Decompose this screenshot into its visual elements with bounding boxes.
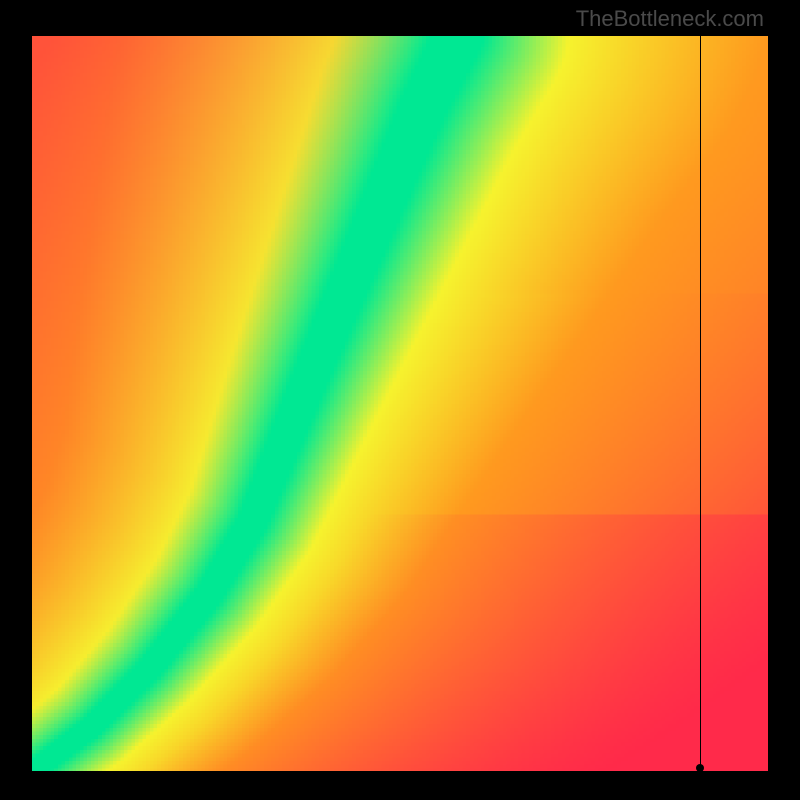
watermark-text: TheBottleneck.com: [576, 6, 764, 32]
y-axis-right-marker: [700, 36, 701, 768]
x-axis: [32, 771, 768, 772]
heatmap-canvas: [32, 36, 768, 772]
heatmap-plot: [32, 36, 768, 772]
marker-point: [696, 764, 704, 772]
